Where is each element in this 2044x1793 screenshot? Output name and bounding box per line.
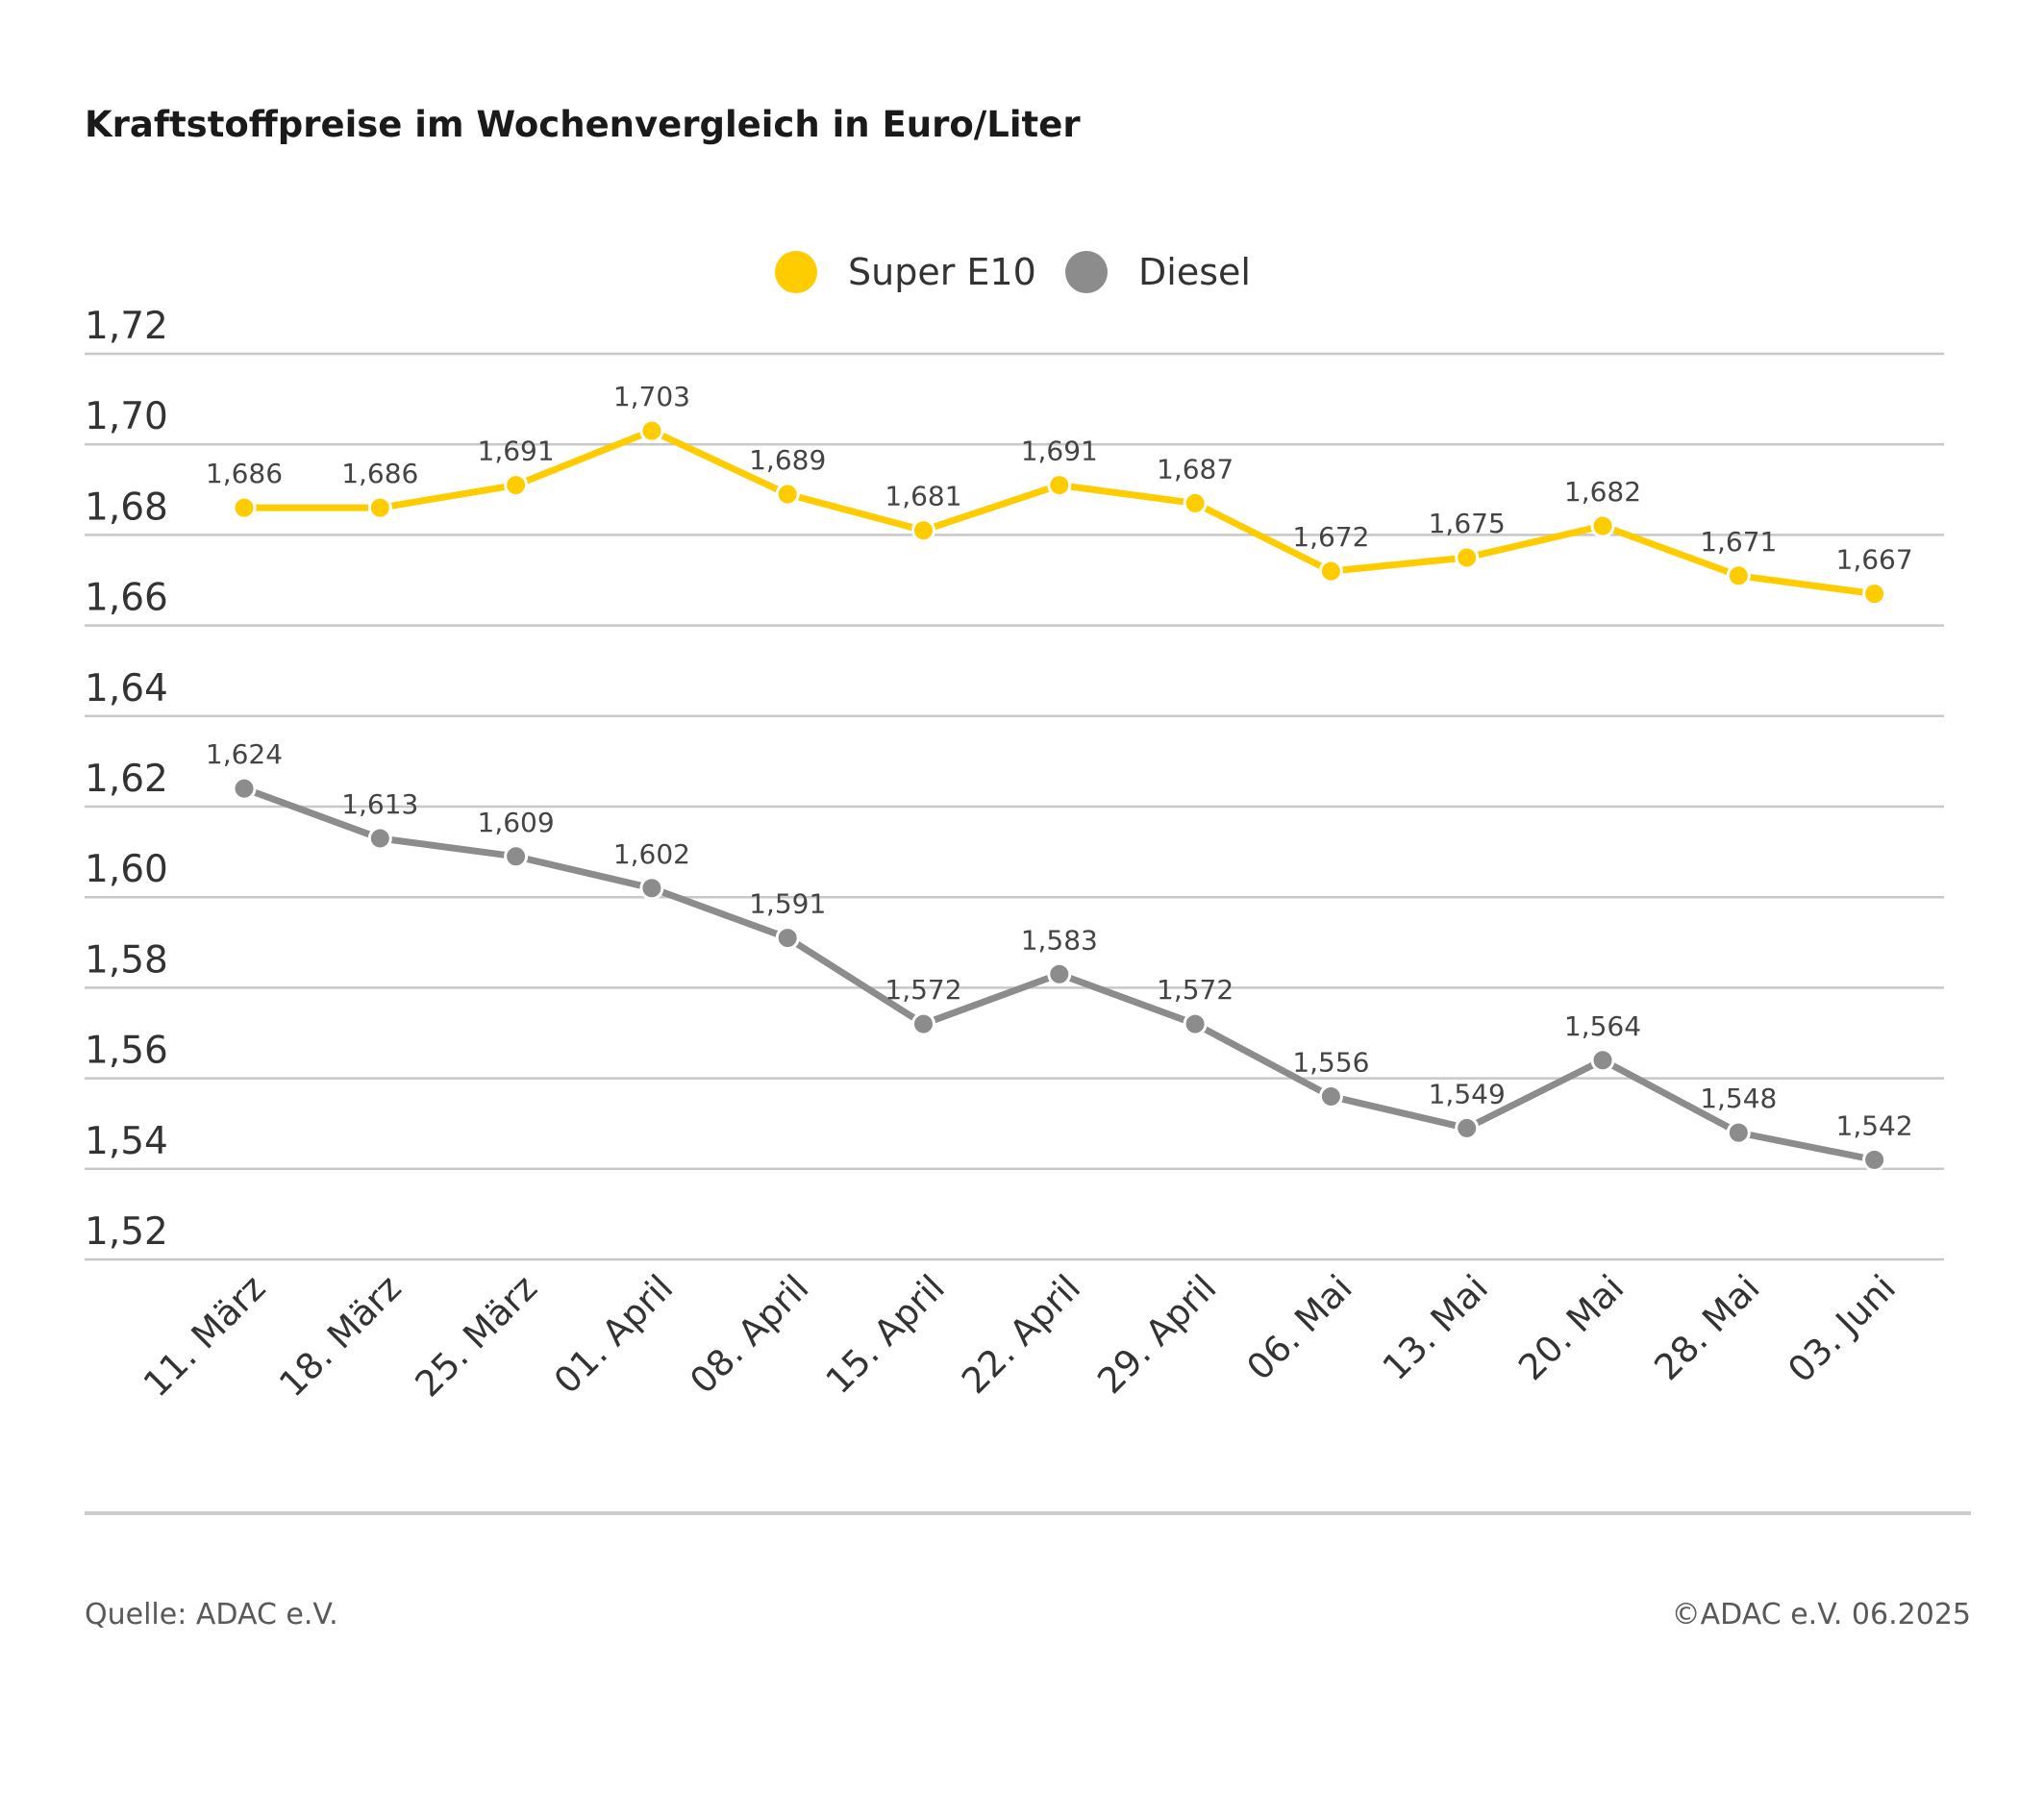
y-tick-label: 1,68 [85, 486, 168, 529]
x-tick-label: 08. April [682, 1267, 816, 1402]
data-label: 1,602 [613, 838, 690, 870]
data-label: 1,672 [1292, 521, 1369, 553]
data-label: 1,691 [478, 436, 555, 467]
data-labels: 1,686 1,686 1,691 1,703 1,689 1,681 1,691 1,687… [206, 381, 1913, 1141]
data-point [1183, 490, 1208, 515]
data-label: 1,572 [1157, 974, 1234, 1006]
y-tick-label: 1,64 [85, 667, 168, 710]
x-tick-label: 11. März [136, 1267, 273, 1405]
data-point [639, 876, 664, 901]
data-label: 1,548 [1700, 1083, 1777, 1114]
y-tick-label: 1,58 [85, 938, 168, 982]
source-note: Quelle: ADAC e.V. [85, 1598, 338, 1631]
data-point [1590, 1048, 1615, 1073]
x-tick-label: 18. März [271, 1267, 409, 1405]
data-point [232, 495, 257, 520]
y-tick-label: 1,70 [85, 395, 168, 438]
x-tick-label: 25. März [408, 1267, 545, 1405]
data-point [639, 418, 664, 443]
x-tick-label: 03. Juni [1780, 1267, 1903, 1390]
data-point [911, 518, 935, 543]
copyright-note: ©ADAC e.V. 06.2025 [1671, 1598, 1971, 1631]
y-tick-label: 1,52 [85, 1210, 168, 1254]
data-label: 1,583 [1021, 924, 1098, 956]
data-point [1726, 1120, 1751, 1145]
y-tick-label: 1,56 [85, 1030, 168, 1073]
y-tick-label: 1,72 [85, 305, 168, 348]
data-point [1590, 513, 1615, 538]
data-point [367, 826, 392, 851]
data-label: 1,591 [749, 888, 826, 920]
series-layer [232, 418, 1887, 1172]
data-label: 1,564 [1564, 1010, 1641, 1042]
data-point [1726, 563, 1751, 588]
gridlines [85, 352, 1944, 1261]
data-point [504, 844, 529, 869]
y-tick-label: 1,66 [85, 577, 168, 620]
x-tick-label: 06. Mai [1239, 1267, 1360, 1388]
data-point [232, 776, 257, 801]
data-label: 1,681 [885, 481, 961, 512]
data-label: 1,682 [1564, 476, 1641, 508]
data-point [1862, 582, 1887, 607]
x-tick-label: 22. April [954, 1267, 1088, 1402]
data-point [1318, 1083, 1343, 1108]
data-point [911, 1011, 935, 1036]
y-tick-label: 1,62 [85, 758, 168, 801]
data-label: 1,549 [1429, 1078, 1506, 1109]
y-tick-label: 1,60 [85, 848, 168, 891]
data-label: 1,556 [1292, 1046, 1369, 1078]
y-tick-label: 1,54 [85, 1120, 168, 1163]
data-label: 1,624 [206, 738, 283, 770]
data-point [1318, 559, 1343, 584]
legend-label: Super E10 [848, 251, 1036, 293]
data-point [1455, 1115, 1480, 1140]
data-label: 1,686 [341, 458, 418, 489]
chart-title: Kraftstoffpreise im Wochenvergleich in E… [85, 104, 1081, 145]
x-tick-label: 29. April [1089, 1267, 1224, 1402]
data-point [1183, 1011, 1208, 1036]
data-label: 1,703 [613, 381, 690, 412]
x-tick-label: 28. Mai [1646, 1267, 1767, 1388]
data-label: 1,686 [206, 458, 283, 489]
data-label: 1,687 [1157, 453, 1234, 485]
x-tick-label: 20. Mai [1510, 1267, 1632, 1388]
data-label: 1,691 [1021, 436, 1098, 467]
legend-label: Diesel [1138, 251, 1251, 293]
data-point [1047, 961, 1072, 986]
data-point [775, 482, 800, 507]
x-tick-label: 15. April [818, 1267, 953, 1402]
data-point [1047, 473, 1072, 498]
data-label: 1,689 [749, 444, 826, 476]
x-tick-label: 01. April [546, 1267, 681, 1402]
legend-marker [1065, 251, 1108, 293]
legend: Super E10 Diesel [775, 251, 1251, 293]
data-label: 1,613 [341, 788, 418, 820]
legend-marker [775, 251, 817, 293]
data-point [504, 473, 529, 498]
x-tick-label: 13. Mai [1375, 1267, 1496, 1388]
data-label: 1,671 [1700, 526, 1777, 558]
data-point [775, 926, 800, 951]
y-axis: 1,52 1,54 1,56 1,58 1,60 1,62 1,64 1,66 1,68 1,70… [85, 305, 168, 1254]
data-point [367, 495, 392, 520]
data-label: 1,542 [1836, 1109, 1913, 1141]
data-point [1455, 545, 1480, 570]
data-label: 1,675 [1429, 508, 1506, 539]
data-label: 1,572 [885, 974, 961, 1006]
footer-divider [85, 1511, 1971, 1515]
data-point [1862, 1147, 1887, 1172]
data-label: 1,667 [1836, 544, 1913, 576]
data-label: 1,609 [478, 807, 555, 838]
